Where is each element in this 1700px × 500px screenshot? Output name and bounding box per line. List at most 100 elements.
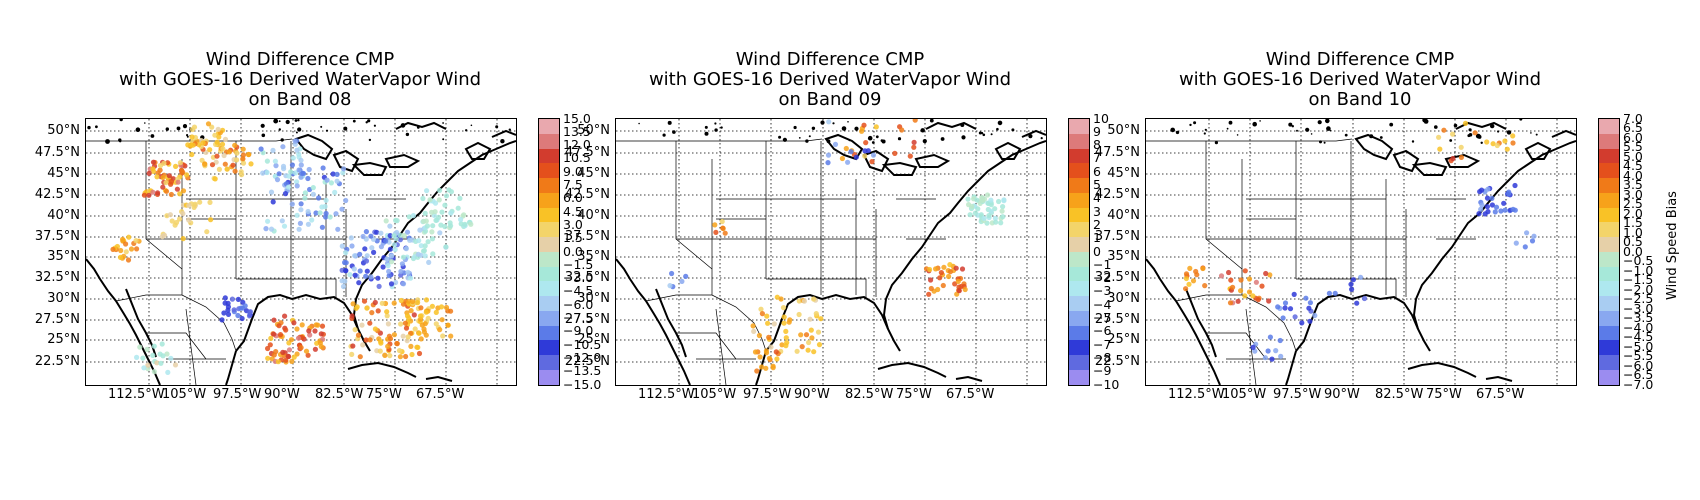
latitude-tick-label: 45°N [577, 166, 610, 181]
wind-obs-point [845, 159, 851, 165]
wind-obs-point [1479, 202, 1485, 208]
wind-obs-point [818, 316, 824, 322]
lake-speck [105, 139, 110, 144]
wind-obs-point [238, 169, 244, 175]
lake-speck [867, 135, 873, 141]
colorbar-segment [539, 192, 559, 208]
wind-obs-point [150, 166, 156, 172]
wind-obs-point [1263, 270, 1269, 277]
wind-obs-point [750, 323, 756, 329]
lake-speck [811, 126, 816, 130]
wind-obs-point [225, 307, 231, 313]
colorbar-segment [1599, 325, 1619, 341]
lake-speck [980, 131, 984, 135]
lake-speck [135, 127, 141, 132]
wind-obs-point [435, 214, 442, 220]
wind-obs-point [1287, 306, 1294, 312]
border-line [86, 138, 293, 142]
colorbar-tick-label: −3.0 [1623, 300, 1654, 316]
wind-obs-point [378, 340, 384, 346]
wind-obs-point [826, 119, 832, 125]
lake-speck [798, 137, 801, 139]
lake-speck [1204, 128, 1207, 131]
lake-speck [278, 120, 281, 123]
lake-speck [847, 121, 849, 123]
wind-obs-point [372, 299, 378, 306]
lake-speck [996, 127, 999, 131]
wind-obs-point [168, 355, 174, 361]
colorbar-segment [1599, 163, 1619, 179]
wind-obs-point [160, 184, 166, 190]
wind-obs-point [242, 303, 248, 309]
lake-speck [875, 135, 879, 139]
wind-obs-point [167, 212, 173, 218]
wind-obs-point [424, 223, 430, 229]
coastline [882, 140, 1046, 330]
wind-obs-point [832, 141, 839, 147]
lake-speck [1535, 133, 1538, 136]
latitude-tick-label: 30°N [1107, 291, 1140, 306]
latitude-tick-label: 37.5°N [564, 229, 610, 244]
wind-obs-point [320, 165, 326, 171]
latitude-tick-label: 40°N [1107, 208, 1140, 223]
wind-obs-point [141, 365, 147, 371]
lake-speck [1226, 127, 1229, 130]
wind-obs-point [442, 202, 448, 208]
lake-speck [280, 138, 284, 142]
wind-obs-point [993, 219, 999, 225]
colorbar-segment [1069, 148, 1089, 164]
wind-obs-point [754, 368, 760, 374]
wind-obs-point [1200, 265, 1206, 272]
wind-obs-point [984, 192, 991, 198]
wind-obs-point [1307, 318, 1313, 324]
wind-obs-point [169, 218, 175, 224]
wind-obs-point [289, 358, 295, 364]
wind-obs-point [992, 215, 998, 221]
border-line [185, 308, 197, 385]
wind-obs-point [445, 322, 451, 328]
wind-obs-point [125, 257, 132, 263]
lake-speck [961, 135, 966, 140]
colorbar-segment [539, 222, 559, 238]
wind-obs-point [155, 190, 161, 196]
wind-obs-point [150, 159, 157, 165]
latitude-tick-label: 47.5°N [1094, 145, 1140, 160]
colorbar-tick-label: −5.0 [1623, 338, 1654, 354]
wind-obs-point [798, 332, 804, 338]
wind-obs-point [364, 268, 370, 274]
wind-obs-point [416, 238, 422, 244]
wind-obs-point [391, 242, 397, 248]
wind-obs-point [349, 313, 355, 319]
lake-speck [367, 119, 371, 123]
wind-obs-point [981, 215, 987, 221]
longitude-tick-label: 90°W [264, 387, 300, 402]
colorbar-tick-label: 4.0 [1623, 167, 1643, 183]
wind-obs-point [298, 174, 304, 180]
longitude-tick-label: 105°W [162, 387, 207, 402]
wind-obs-point [180, 236, 186, 242]
colorbar-segment [1069, 266, 1089, 282]
colorbar-tick-label: 3 [1093, 203, 1101, 219]
wind-obs-point [222, 295, 228, 301]
colorbar-tick-label: 0.5 [1623, 234, 1643, 249]
latitude-tick-label: 42.5°N [34, 187, 80, 202]
wind-obs-point [160, 353, 166, 359]
wind-obs-point [352, 327, 358, 333]
wind-obs-point [1498, 208, 1504, 214]
wind-obs-point [376, 283, 382, 289]
wind-obs-point [154, 174, 160, 180]
wind-obs-point [1227, 300, 1234, 306]
wind-obs-point [1218, 273, 1225, 279]
wind-obs-point [354, 304, 360, 310]
wind-obs-point [202, 161, 208, 167]
lake-speck [782, 137, 787, 142]
wind-obs-point [234, 150, 240, 156]
wind-obs-point [126, 234, 132, 240]
wind-obs-point [771, 321, 777, 327]
latitude-tick-label: 22.5°N [564, 354, 610, 369]
wind-obs-point [340, 283, 347, 290]
lake-speck [880, 139, 884, 142]
wind-obs-point [214, 153, 220, 159]
colorbar-tick-label: −10.5 [563, 336, 602, 352]
latitude-tick-label: 42.5°N [1094, 187, 1140, 202]
